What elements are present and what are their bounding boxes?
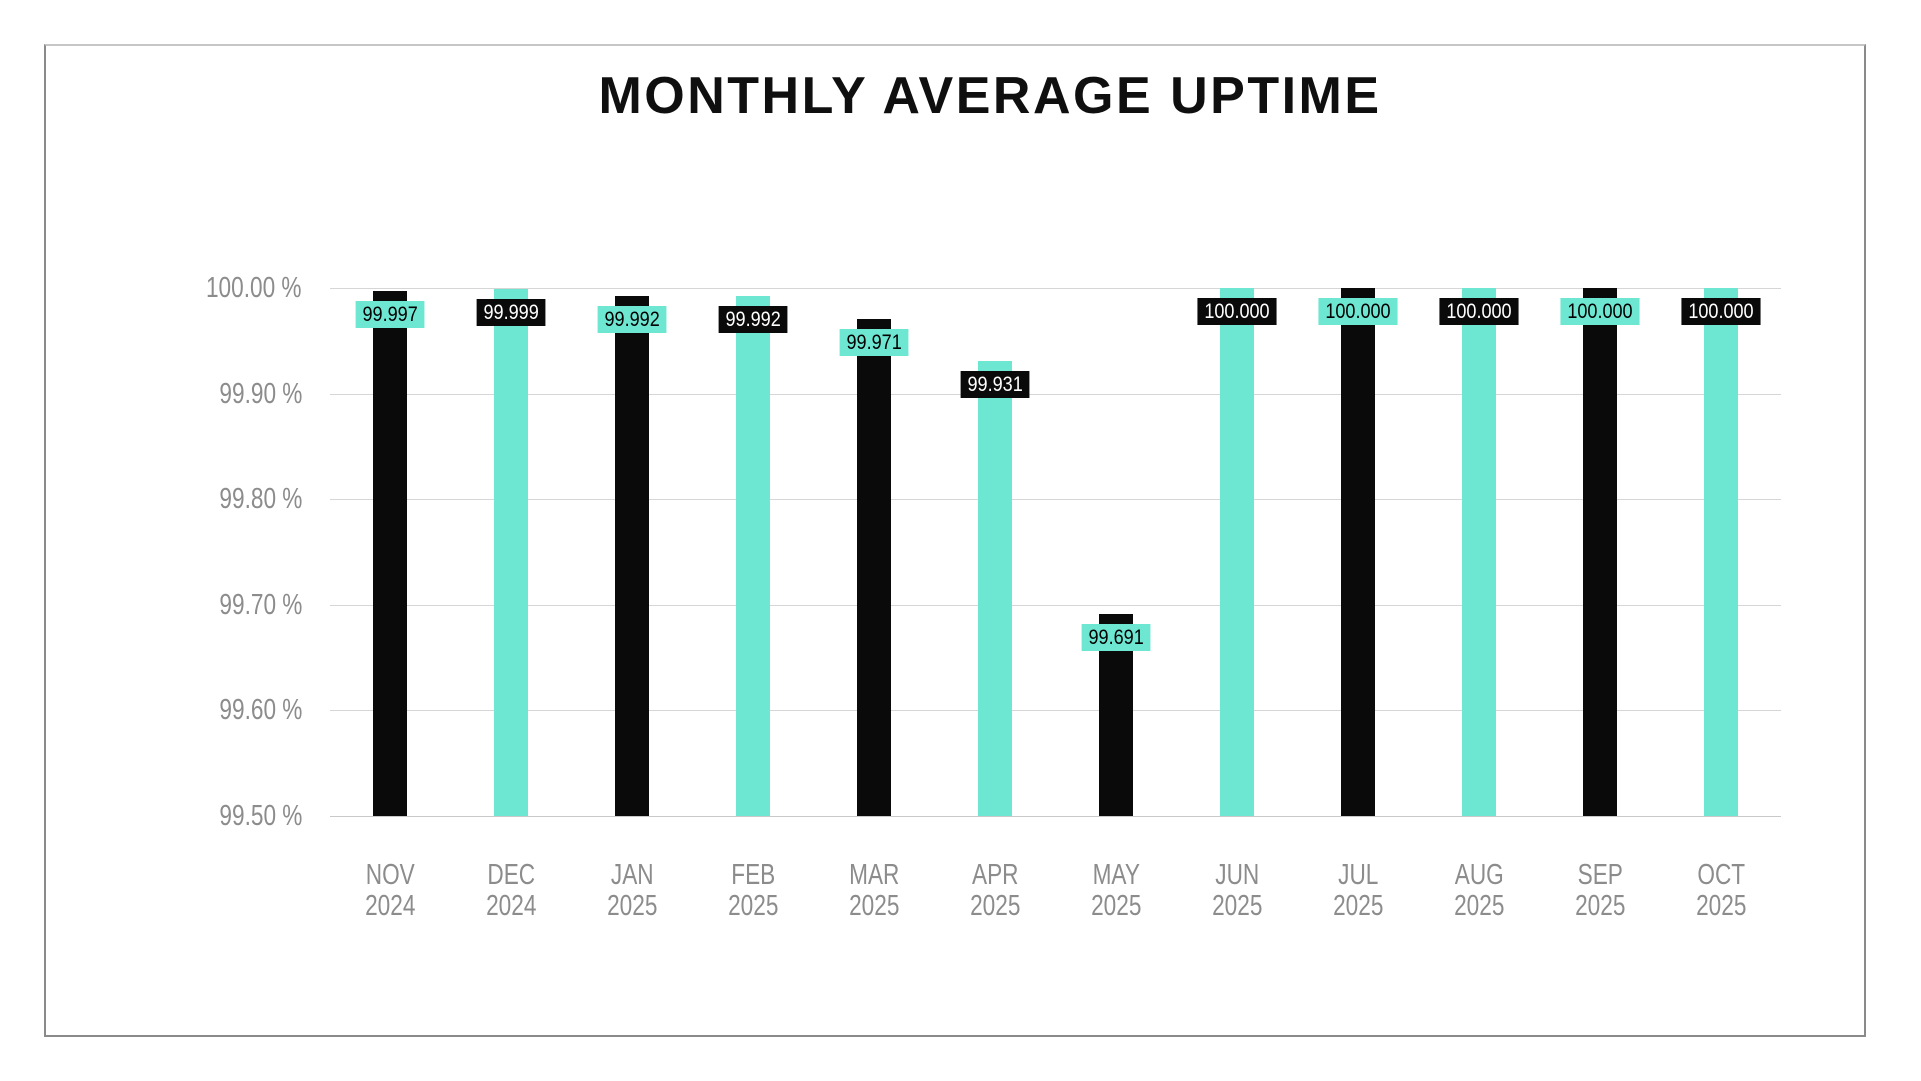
x-axis-category-label: NOV 2024 — [364, 859, 416, 922]
bar-apr-2025 — [978, 361, 1012, 816]
y-axis-tick-label: 99.50 % — [218, 800, 302, 832]
bar-value-label: 99.999 — [436, 299, 586, 326]
y-axis-tick-label: 99.60 % — [218, 694, 302, 726]
slide-canvas: MONTHLY AVERAGE UPTIME 100.00 % 99.90 % 99… — [44, 44, 1866, 1037]
bar-value-label: 100.000 — [1404, 298, 1554, 325]
bar-jan-2025 — [615, 296, 649, 816]
x-axis-category-label: OCT 2025 — [1695, 859, 1747, 922]
bar-value-label: 100.000 — [1646, 298, 1796, 325]
x-axis-category-label: JAN 2025 — [606, 859, 658, 922]
gridline — [330, 394, 1781, 395]
bar-value-label: 99.992 — [678, 306, 828, 333]
gridline — [330, 499, 1781, 500]
y-axis-tick-label: 100.00 % — [206, 272, 302, 304]
bar-aug-2025 — [1462, 288, 1496, 816]
x-axis-category-label: JUN 2025 — [1211, 859, 1263, 922]
bar-value-label: 99.691 — [1041, 624, 1191, 651]
bar-value-label: 100.000 — [1283, 298, 1433, 325]
x-axis-category-label: MAY 2025 — [1090, 859, 1142, 922]
x-axis-category-label: APR 2025 — [969, 859, 1021, 922]
bar-sep-2025 — [1583, 288, 1617, 816]
y-axis-tick-label: 99.90 % — [218, 378, 302, 410]
x-axis-category-label: DEC 2024 — [485, 859, 537, 922]
bar-dec-2024 — [494, 289, 528, 816]
bar-value-label: 99.971 — [799, 329, 949, 356]
bar-oct-2025 — [1704, 288, 1738, 816]
x-axis-category-label: MAR 2025 — [848, 859, 900, 922]
bar-jul-2025 — [1341, 288, 1375, 816]
x-axis-category-label: SEP 2025 — [1574, 859, 1626, 922]
y-axis-tick-label: 99.80 % — [218, 483, 302, 515]
bar-value-label: 99.997 — [315, 301, 465, 328]
y-axis-tick-label: 99.70 % — [218, 589, 302, 621]
gridline — [330, 605, 1781, 606]
bar-value-label: 99.992 — [557, 306, 707, 333]
x-axis-category-label: JUL 2025 — [1332, 859, 1384, 922]
x-axis-category-label: AUG 2025 — [1453, 859, 1505, 922]
bar-value-label: 100.000 — [1525, 298, 1675, 325]
bar-jun-2025 — [1220, 288, 1254, 816]
bar-value-label: 100.000 — [1162, 298, 1312, 325]
bar-value-label: 99.931 — [920, 371, 1070, 398]
bar-nov-2024 — [373, 291, 407, 816]
bar-mar-2025 — [857, 319, 891, 816]
gridline — [330, 288, 1781, 289]
x-axis-category-label: FEB 2025 — [727, 859, 779, 922]
chart-title: MONTHLY AVERAGE UPTIME — [598, 67, 1382, 125]
bar-feb-2025 — [736, 296, 770, 816]
gridline — [330, 816, 1781, 817]
gridline — [330, 710, 1781, 711]
